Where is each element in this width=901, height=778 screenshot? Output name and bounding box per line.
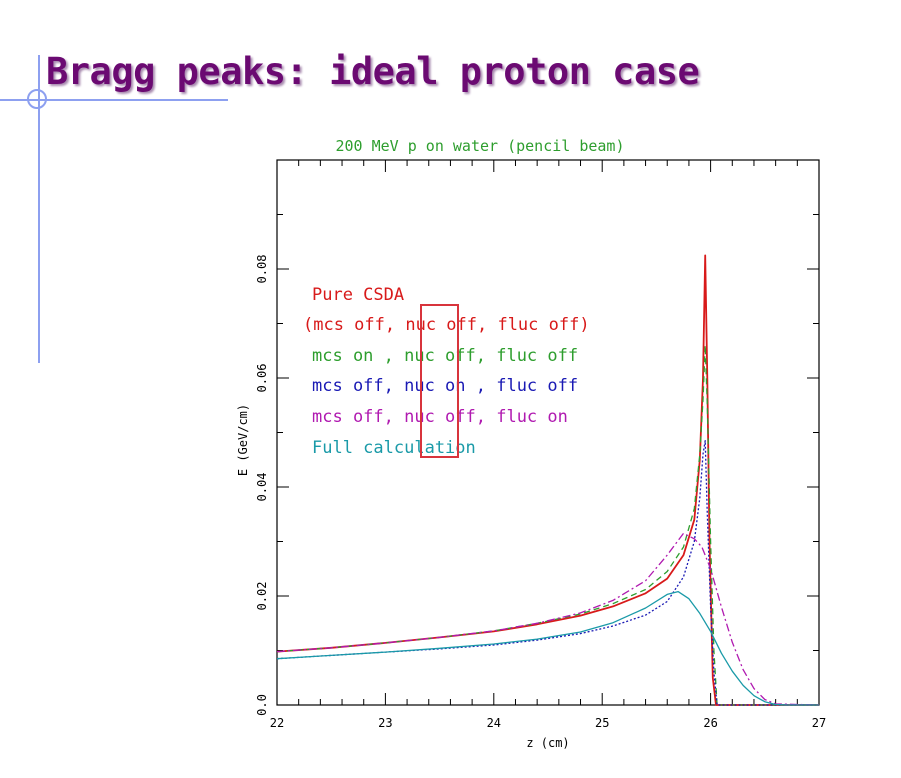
legend-entry-1: (mcs off, nuc off, fluc off): [303, 315, 590, 335]
series-line-1: [276, 344, 819, 706]
y-axis-label: E (GeV/cm): [236, 404, 250, 476]
legend-entry-5: Full calculation: [312, 438, 476, 458]
legend-entry-2: mcs on , nuc off, fluc off: [312, 346, 578, 366]
legend-entry-3: mcs off, nuc on , fluc off: [312, 376, 578, 396]
legend-entry-4: mcs off, nuc off, fluc on: [312, 407, 568, 427]
nuc-highlight-box: [420, 304, 459, 458]
legend: Pure CSDA (mcs off, nuc off, fluc off) mcs…: [303, 285, 590, 458]
plot-frame: [276, 159, 820, 706]
axis-ticks: [276, 159, 820, 706]
slide-title: Bragg peaks: ideal proton case: [46, 50, 700, 93]
series-line-4: [276, 590, 819, 706]
decorative-circle: [27, 89, 47, 109]
x-tick-label: 22: [270, 716, 284, 730]
y-tick-label: 0.0: [255, 694, 269, 716]
chart-title: 200 MeV p on water (pencil beam): [336, 137, 625, 155]
series-line-3: [276, 532, 820, 706]
y-tick-label: 0.08: [255, 255, 269, 284]
legend-entry-0: Pure CSDA: [312, 285, 404, 305]
x-tick-label: 24: [487, 716, 501, 730]
decorative-vertical-rule: [38, 55, 40, 363]
decorative-horizontal-rule: [0, 99, 228, 101]
series-line-2: [276, 440, 819, 706]
x-tick-label: 23: [378, 716, 392, 730]
series-group: [276, 254, 820, 706]
x-tick-label: 27: [812, 716, 826, 730]
x-tick-label: 26: [703, 716, 717, 730]
tick-labels: 22 23 24 25 26 27 0.0 0.02 0.04 0.06 0.08: [255, 255, 826, 730]
y-tick-label: 0.06: [255, 364, 269, 393]
y-tick-label: 0.04: [255, 473, 269, 502]
x-tick-label: 25: [595, 716, 609, 730]
y-tick-label: 0.02: [255, 582, 269, 611]
x-axis-label: z (cm): [526, 736, 569, 750]
